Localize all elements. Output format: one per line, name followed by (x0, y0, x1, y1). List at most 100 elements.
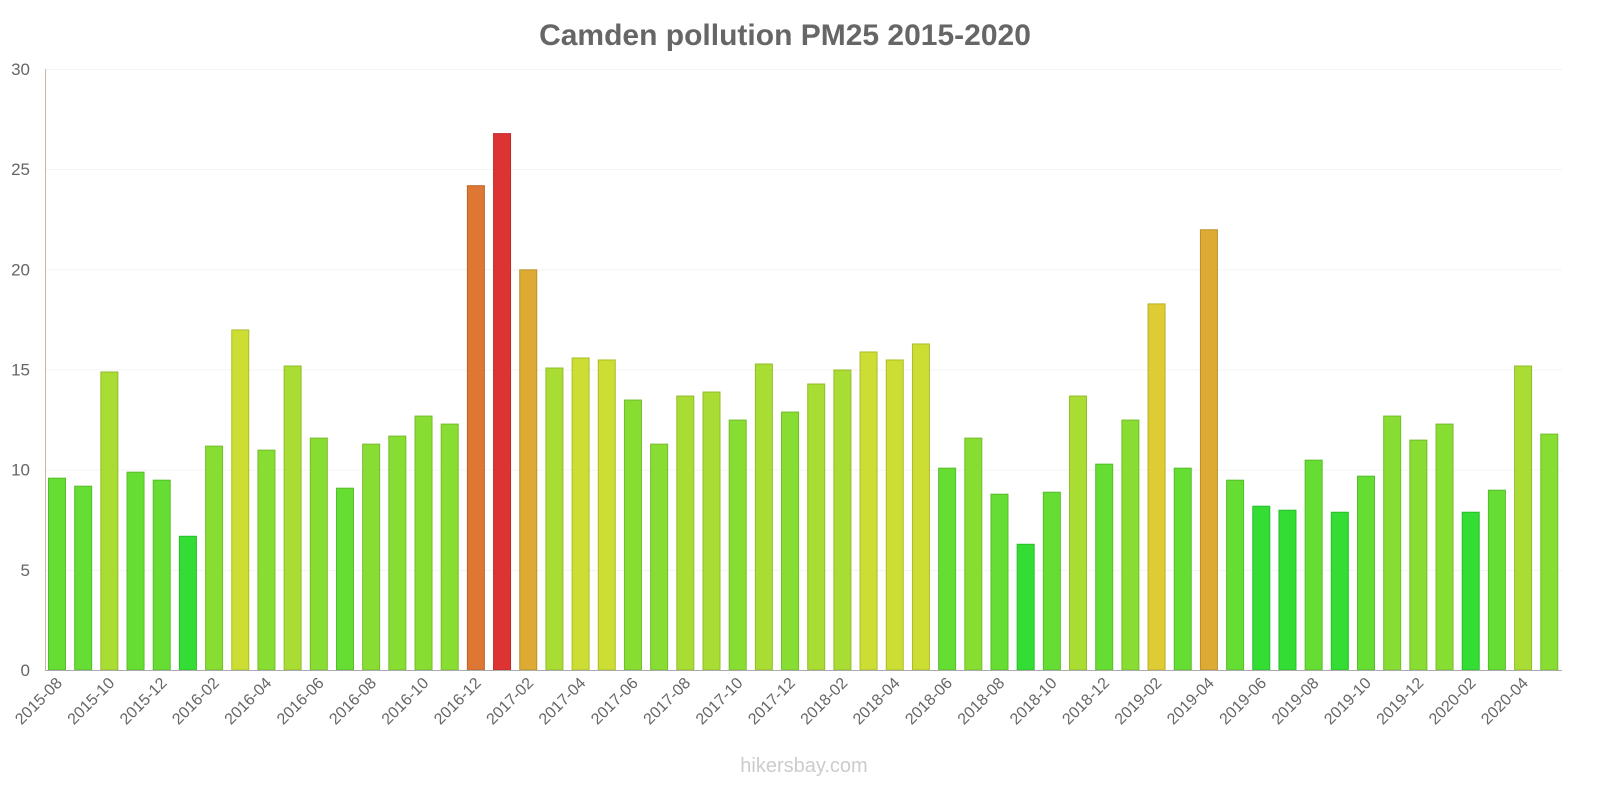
bar-2016-08[interactable] (362, 443, 381, 671)
bar-2018-04[interactable] (885, 359, 904, 671)
bar-2018-09[interactable] (1016, 543, 1035, 671)
bars (48, 133, 1559, 671)
x-tick-label: 2020-02 (1426, 675, 1480, 729)
bar-2016-09[interactable] (388, 435, 407, 671)
x-tick-label: 2019-12 (1374, 675, 1428, 729)
y-tick-label: 5 (21, 561, 30, 580)
chart-title: Camden pollution PM25 2015-2020 (539, 19, 1031, 52)
x-tick-label: 2017-04 (536, 675, 590, 729)
x-tick-label: 2016-04 (222, 675, 276, 729)
bar-2018-10[interactable] (1042, 491, 1061, 671)
bar-2018-08[interactable] (990, 493, 1009, 671)
bar-2020-03[interactable] (1487, 489, 1506, 671)
x-tick-label: 2016-02 (169, 675, 223, 729)
bar-2017-07[interactable] (650, 443, 669, 671)
x-tick-label: 2018-08 (955, 675, 1009, 729)
x-tick-label: 2018-06 (902, 675, 956, 729)
bar-2018-01[interactable] (807, 383, 826, 671)
bar-2016-07[interactable] (335, 487, 354, 671)
y-tick-label: 30 (11, 60, 30, 79)
x-tick-label: 2015-12 (117, 675, 171, 729)
bar-2018-05[interactable] (911, 343, 930, 671)
bar-2017-10[interactable] (728, 419, 747, 671)
bar-2020-05[interactable] (1540, 433, 1559, 671)
footer-watermark: hikersbay.com (740, 755, 867, 777)
bar-2019-08[interactable] (1304, 459, 1323, 671)
bar-2019-02[interactable] (1147, 303, 1166, 671)
bar-2019-11[interactable] (1383, 415, 1402, 671)
bar-2018-07[interactable] (964, 437, 983, 671)
x-tick-label: 2016-10 (379, 675, 433, 729)
bar-2019-03[interactable] (1173, 467, 1192, 671)
bar-2019-12[interactable] (1409, 439, 1428, 671)
bar-2016-10[interactable] (414, 415, 433, 671)
bar-2017-12[interactable] (781, 411, 800, 671)
bar-2016-04[interactable] (257, 449, 276, 671)
x-tick-label: 2016-08 (326, 675, 380, 729)
bar-2019-10[interactable] (1357, 475, 1375, 671)
y-axis-ticks: 0 5 10 15 20 25 30 (11, 60, 30, 680)
x-tick-label: 2017-12 (745, 675, 799, 729)
bar-2016-01[interactable] (178, 535, 197, 671)
y-tick-label: 25 (11, 160, 30, 179)
bar-2019-07[interactable] (1278, 509, 1297, 671)
x-axis-ticks: 2015-082015-102015-122016-022016-042016-… (12, 675, 1532, 729)
x-tick-label: 2017-08 (641, 675, 695, 729)
x-tick-label: 2018-02 (798, 675, 852, 729)
bar-2016-12[interactable] (466, 185, 485, 671)
bar-2017-02[interactable] (519, 269, 538, 671)
x-tick-label: 2016-12 (431, 675, 485, 729)
y-tick-label: 0 (21, 661, 30, 680)
bar-2018-11[interactable] (1069, 395, 1088, 671)
bar-2016-02[interactable] (205, 445, 224, 671)
bar-2020-04[interactable] (1514, 365, 1533, 671)
y-tick-label: 10 (11, 461, 30, 480)
bar-2015-11[interactable] (126, 471, 145, 671)
bar-2018-12[interactable] (1095, 463, 1114, 671)
bar-2016-05[interactable] (283, 365, 302, 671)
bar-2020-02[interactable] (1461, 511, 1480, 671)
x-tick-label: 2016-06 (274, 675, 328, 729)
x-tick-label: 2019-02 (1112, 675, 1166, 729)
bar-2016-11[interactable] (440, 423, 459, 671)
bar-2016-06[interactable] (309, 437, 328, 671)
bar-2018-03[interactable] (859, 351, 878, 671)
bar-2020-01[interactable] (1435, 423, 1454, 671)
bar-2017-09[interactable] (702, 391, 721, 671)
bar-2015-09[interactable] (74, 485, 93, 671)
bar-2019-04[interactable] (1199, 229, 1218, 671)
bar-2019-05[interactable] (1226, 479, 1245, 671)
bar-2015-08[interactable] (48, 477, 66, 671)
bar-2019-09[interactable] (1330, 511, 1349, 671)
bar-2017-08[interactable] (676, 395, 695, 671)
bar-2017-04[interactable] (571, 357, 590, 671)
x-tick-label: 2017-06 (588, 675, 642, 729)
y-tick-label: 15 (11, 361, 30, 380)
x-tick-label: 2019-04 (1164, 675, 1218, 729)
x-tick-label: 2018-12 (1059, 675, 1113, 729)
x-tick-label: 2017-10 (693, 675, 747, 729)
x-tick-label: 2018-04 (850, 675, 904, 729)
x-tick-label: 2019-06 (1217, 675, 1271, 729)
bar-2018-06[interactable] (938, 467, 957, 671)
bar-2017-06[interactable] (623, 399, 642, 671)
bar-2017-11[interactable] (754, 363, 773, 671)
x-tick-label: 2019-10 (1321, 675, 1375, 729)
x-tick-label: 2018-10 (1007, 675, 1061, 729)
bar-2018-02[interactable] (833, 369, 852, 671)
bar-2017-03[interactable] (545, 367, 564, 671)
bar-2015-10[interactable] (100, 371, 119, 671)
x-tick-label: 2015-08 (12, 675, 66, 729)
bar-2017-05[interactable] (597, 359, 616, 671)
bar-2015-12[interactable] (152, 479, 171, 671)
x-tick-label: 2020-04 (1478, 675, 1532, 729)
y-tick-label: 20 (11, 260, 30, 279)
bar-2017-01[interactable] (493, 133, 512, 671)
bar-2019-06[interactable] (1252, 505, 1271, 671)
bar-2019-01[interactable] (1121, 419, 1140, 671)
x-tick-label: 2015-10 (65, 675, 119, 729)
x-tick-label: 2017-02 (484, 675, 538, 729)
x-tick-label: 2019-08 (1269, 675, 1323, 729)
bar-2016-03[interactable] (231, 329, 250, 671)
